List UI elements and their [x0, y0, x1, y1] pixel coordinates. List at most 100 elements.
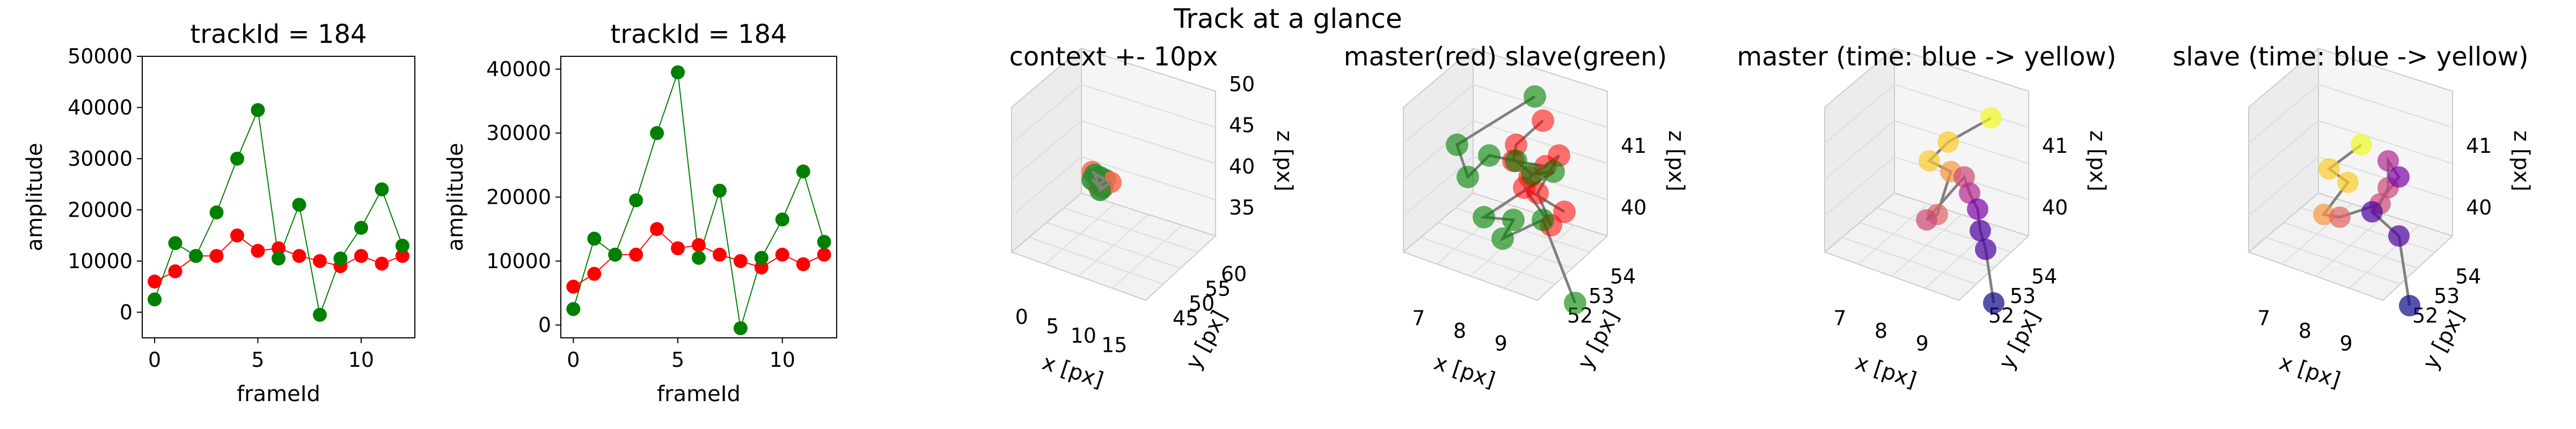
data-point — [775, 247, 789, 262]
y-tick-label: 20000 — [486, 186, 551, 209]
data-point — [587, 232, 602, 246]
x-tick-label: 5 — [671, 348, 684, 372]
grid-line — [1403, 84, 1474, 144]
data-point — [230, 151, 245, 166]
data-point — [1967, 198, 1988, 220]
data-point — [272, 252, 286, 266]
z-tick-label: 41 — [1621, 134, 1646, 158]
data-point — [650, 126, 664, 140]
data-point — [2337, 172, 2359, 193]
data-point — [712, 183, 727, 198]
data-point — [1521, 163, 1543, 186]
data-point — [650, 222, 664, 236]
data-point — [1446, 134, 1468, 156]
y-axis-label: amplitude — [443, 143, 468, 251]
grid-line — [1894, 84, 2029, 128]
grid-line — [1503, 225, 1575, 289]
y-tick-label: 10000 — [486, 249, 551, 273]
y-tick-label: 54 — [2455, 264, 2481, 288]
data-point — [251, 103, 265, 117]
chart-title: master(red) slave(green) — [1344, 42, 1667, 72]
data-point — [209, 205, 224, 220]
data-point — [1542, 160, 1565, 183]
data-point — [333, 252, 348, 266]
grid-line — [1111, 225, 1183, 289]
y-tick-label: 54 — [2031, 264, 2057, 288]
y-tick-label: 40000 — [68, 95, 133, 119]
x-axis-label: frameId — [237, 382, 320, 406]
grid-line — [1473, 120, 1608, 164]
y-tick-label: 53 — [1589, 284, 1614, 308]
z-axis-label: z [px] — [2509, 130, 2534, 191]
data-point — [230, 228, 245, 243]
y-tick-label: 40000 — [486, 57, 551, 81]
data-point — [671, 241, 685, 255]
data-point — [2399, 295, 2420, 316]
data-point — [2388, 225, 2410, 247]
x-tick-label: 0 — [148, 348, 161, 372]
z-tick-label: 40 — [1621, 196, 1646, 219]
data-point — [1524, 85, 1546, 108]
x-tick-label: 9 — [1916, 331, 1929, 355]
z-axis-label: z [px] — [1272, 130, 1297, 191]
data-point — [168, 264, 182, 278]
data-point — [1564, 292, 1586, 314]
data-point — [817, 247, 831, 262]
x-tick-label: 7 — [1412, 307, 1425, 330]
x-tick-label: 10 — [348, 348, 374, 372]
grid-line — [1011, 156, 1082, 217]
data-point — [209, 249, 224, 263]
data-point — [796, 164, 810, 179]
data-point — [1937, 131, 1959, 153]
data-point — [2351, 134, 2372, 156]
y-tick-label: 0 — [538, 313, 551, 337]
x-tick-label: 8 — [2299, 319, 2311, 343]
data-point — [312, 254, 327, 268]
z-tick-label: 40 — [1229, 154, 1255, 178]
grid-line — [1824, 84, 1895, 144]
y-tick-label: 50000 — [68, 45, 133, 68]
x-tick-label: 5 — [251, 348, 264, 372]
chart-title: trackId = 184 — [190, 19, 367, 49]
data-point — [2329, 206, 2351, 228]
data-point — [817, 235, 831, 249]
grid-line — [1403, 120, 1474, 180]
chart-title: context +- 10px — [1009, 42, 1218, 72]
y-tick-label: 0 — [120, 300, 133, 324]
data-point — [312, 308, 327, 322]
data-point — [692, 250, 706, 265]
x-tick-label: 10 — [770, 348, 795, 372]
grid-line — [1824, 120, 1895, 180]
data-point — [1505, 150, 1527, 172]
data-point — [1980, 107, 2002, 129]
grid-line — [1011, 84, 1082, 144]
grid-line — [2315, 214, 2386, 277]
data-point — [354, 249, 368, 263]
data-point — [148, 292, 162, 307]
data-point — [2377, 150, 2399, 172]
data-point — [1553, 201, 1576, 223]
data-point — [395, 239, 409, 253]
data-point — [629, 247, 643, 262]
z-tick-label: 40 — [2466, 196, 2492, 219]
data-point — [566, 302, 581, 316]
data-point — [2313, 204, 2334, 225]
grid-line — [1081, 120, 1216, 164]
data-point — [148, 275, 162, 289]
chart-title: slave (time: blue -> yellow) — [2172, 42, 2528, 72]
series-line — [154, 108, 403, 317]
y-tick-label: 30000 — [68, 147, 133, 171]
y-tick-label: 53 — [2010, 284, 2036, 308]
chart-title: master (time: blue -> yellow) — [1737, 42, 2117, 72]
grid-line — [1403, 156, 1474, 217]
y-tick-label: 53 — [2434, 284, 2460, 308]
grid-line — [2248, 84, 2319, 144]
x-tick-label: 8 — [1875, 319, 1887, 343]
z-tick-label: 40 — [2042, 196, 2068, 219]
grid-line — [1824, 156, 1895, 217]
grid-line — [1081, 84, 1216, 128]
x-axis-label: x [px] — [2276, 350, 2343, 393]
grid-line — [1064, 207, 1198, 253]
data-point — [1532, 109, 1554, 132]
data-point — [375, 182, 389, 197]
